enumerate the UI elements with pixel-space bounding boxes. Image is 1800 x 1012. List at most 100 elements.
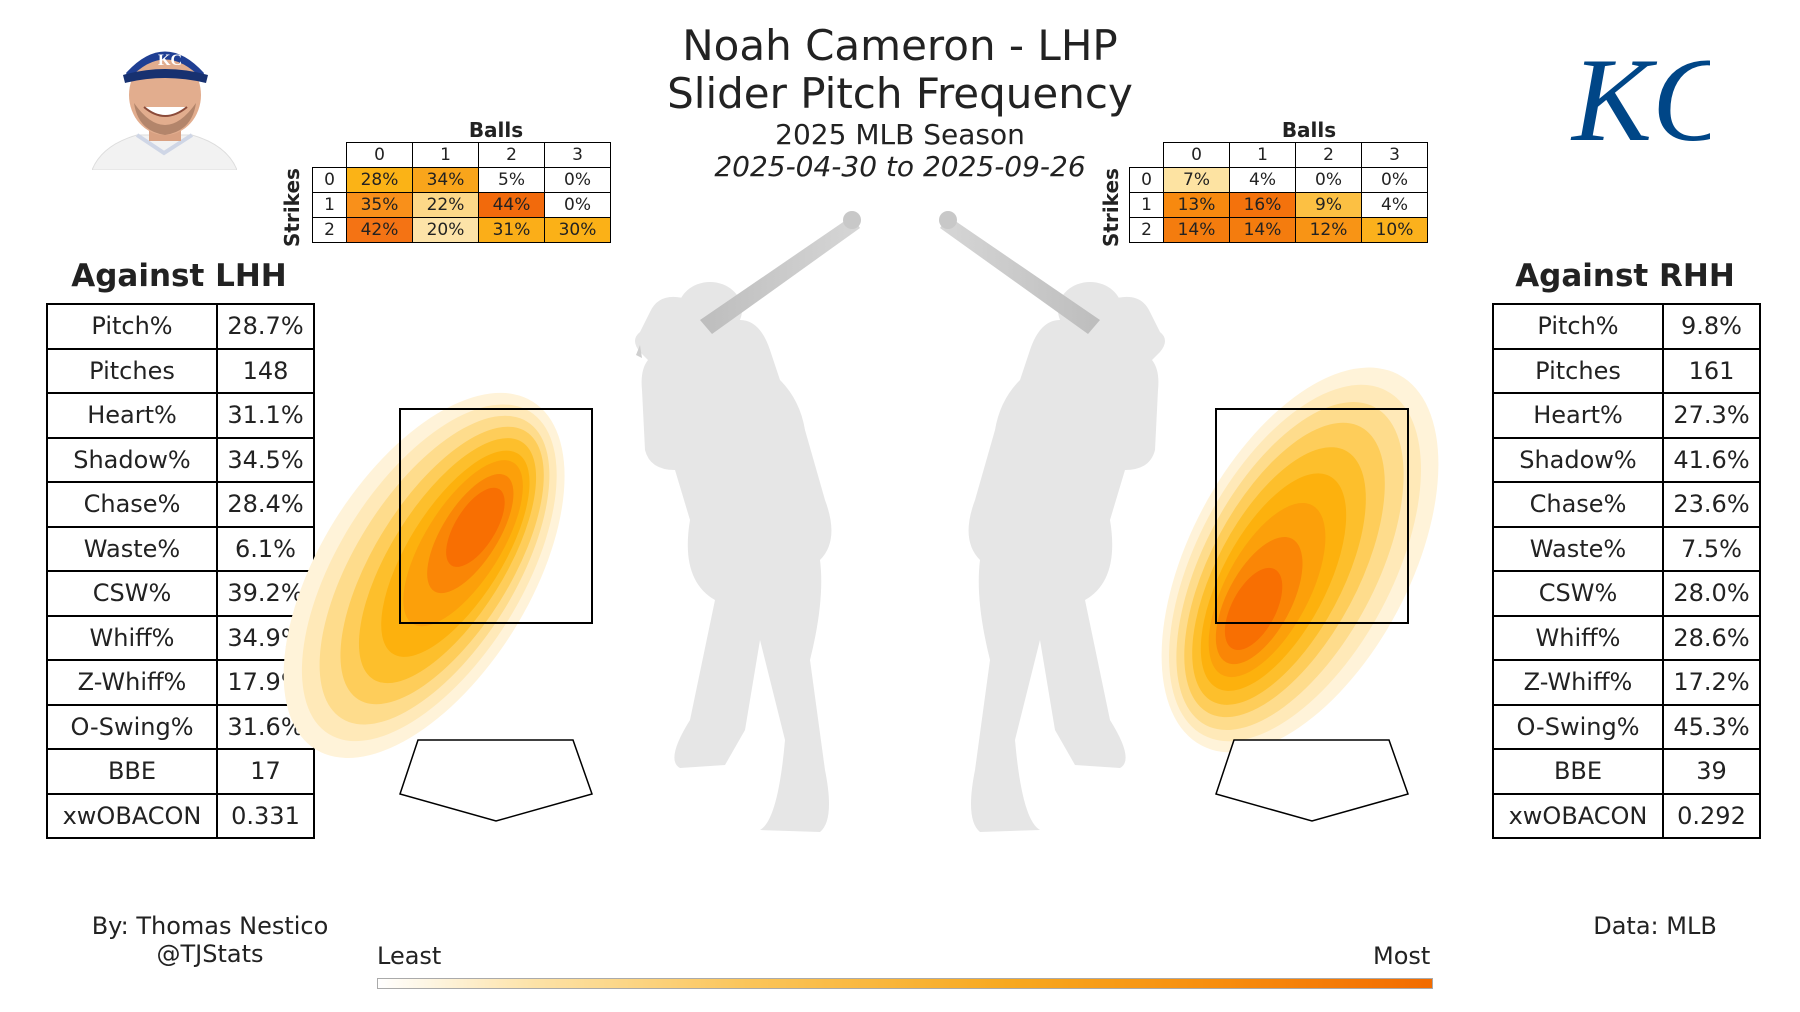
stat-label: BBE: [1492, 748, 1664, 795]
count-cell-rhh: 0%: [1295, 167, 1362, 193]
stat-label: Heart%: [1492, 392, 1664, 439]
home-plate-rhh: [1215, 739, 1409, 822]
stat-label: BBE: [46, 748, 218, 795]
stat-row-rhh: BBE 39: [1492, 748, 1761, 795]
count-cell-lhh: 0%: [544, 192, 611, 218]
strike-zone-rhh: [1215, 408, 1409, 624]
count-cell-lhh: 30%: [544, 217, 611, 243]
count-cell-rhh: 10%: [1361, 217, 1428, 243]
stat-label: xwOBACON: [1492, 792, 1664, 839]
count-cell-rhh: 4%: [1361, 192, 1428, 218]
stat-value: 0.331: [216, 792, 315, 839]
legend-most-label: Most: [1373, 942, 1431, 970]
player-title: Noah Cameron - LHP: [682, 21, 1118, 70]
svg-text:KC: KC: [158, 52, 182, 69]
home-plate-lhh: [399, 739, 593, 822]
stat-value: 7.5%: [1662, 525, 1761, 572]
stat-value: 31.1%: [216, 392, 315, 439]
batter-silhouette-right: [939, 211, 1165, 832]
stat-label: Chase%: [1492, 481, 1664, 528]
count-cell-lhh: 20%: [412, 217, 479, 243]
balls-label-lhh: Balls: [468, 118, 524, 142]
stat-value: 28.6%: [1662, 614, 1761, 661]
strike-zone-lhh: [399, 408, 593, 624]
count-table-lhh: 0 1 2 3 0 28% 34% 5% 0% 1 35% 22% 44% 0% 2 42% 20% 31% 30%: [312, 142, 611, 243]
stat-row-rhh: Waste% 7.5%: [1492, 525, 1761, 572]
count-cell-rhh: 4%: [1229, 167, 1296, 193]
stat-label: Pitch%: [46, 303, 218, 350]
strikes-header-rhh: 1: [1129, 192, 1164, 218]
stat-value: 34.5%: [216, 436, 315, 483]
stat-label: Shadow%: [1492, 436, 1664, 483]
stat-row-lhh: Waste% 6.1%: [46, 525, 315, 572]
stat-row-rhh: Chase% 23.6%: [1492, 481, 1761, 528]
stat-row-rhh: Shadow% 41.6%: [1492, 436, 1761, 483]
count-cell-rhh: 7%: [1163, 167, 1230, 193]
stat-value: 23.6%: [1662, 481, 1761, 528]
royals-logo: KC: [1570, 33, 1710, 166]
stats-table-lhh: Pitch% 28.7% Pitches 148 Heart% 31.1% Shadow% 3…: [46, 303, 315, 839]
season-label: 2025 MLB Season: [775, 118, 1025, 151]
stat-row-lhh: Shadow% 34.5%: [46, 436, 315, 483]
count-cell-lhh: 5%: [478, 167, 545, 193]
stat-row-rhh: Heart% 27.3%: [1492, 392, 1761, 439]
stat-label: Chase%: [46, 481, 218, 528]
stat-row-lhh: Pitch% 28.7%: [46, 303, 315, 350]
stat-label: Waste%: [46, 525, 218, 572]
heatmap-lhh: [283, 392, 565, 758]
count-cell-lhh: 0%: [544, 167, 611, 193]
count-cell-rhh: 14%: [1229, 217, 1296, 243]
count-cell-lhh: 34%: [412, 167, 479, 193]
stat-label: xwOBACON: [46, 792, 218, 839]
author-credit: By: Thomas Nestico: [91, 912, 329, 940]
stat-label: CSW%: [1492, 570, 1664, 617]
stat-value: 39: [1662, 748, 1761, 795]
stat-value: 161: [1662, 347, 1761, 394]
player-headshot: KC: [92, 51, 237, 170]
logo-lettering: KC: [1570, 33, 1710, 166]
stat-value: 9.8%: [1662, 303, 1761, 350]
stat-value: 17: [216, 748, 315, 795]
stat-label: Whiff%: [46, 614, 218, 661]
stat-value: 27.3%: [1662, 392, 1761, 439]
stat-row-rhh: Z-Whiff% 17.2%: [1492, 659, 1761, 706]
stat-row-lhh: xwOBACON 0.331: [46, 792, 315, 839]
title-block: Noah Cameron - LHP Slider Pitch Frequenc…: [500, 22, 1300, 184]
stat-row-lhh: Chase% 28.4%: [46, 481, 315, 528]
stat-value: 28.7%: [216, 303, 315, 350]
stat-row-lhh: O-Swing% 31.6%: [46, 703, 315, 750]
stat-row-rhh: CSW% 28.0%: [1492, 570, 1761, 617]
strikes-header-lhh: 2: [312, 217, 347, 243]
stat-row-rhh: Pitches 161: [1492, 347, 1761, 394]
count-cell-rhh: 12%: [1295, 217, 1362, 243]
stat-row-rhh: xwOBACON 0.292: [1492, 792, 1761, 839]
balls-header-lhh: 2: [478, 142, 545, 168]
stat-value: 148: [216, 347, 315, 394]
stat-label: O-Swing%: [1492, 703, 1664, 750]
stat-label: Z-Whiff%: [46, 659, 218, 706]
stat-row-lhh: Pitches 148: [46, 347, 315, 394]
heatmap-rhh: [1161, 367, 1439, 753]
count-table-rhh: 0 1 2 3 0 7% 4% 0% 0% 1 13% 16% 9% 4% 2 14% 14% 12% 10%: [1129, 142, 1428, 243]
count-cell-lhh: 28%: [346, 167, 413, 193]
stat-value: 45.3%: [1662, 703, 1761, 750]
stat-value: 6.1%: [216, 525, 315, 572]
stat-label: CSW%: [46, 570, 218, 617]
stat-value: 17.2%: [1662, 659, 1761, 706]
stat-label: O-Swing%: [46, 703, 218, 750]
rhh-title: Against RHH: [1515, 258, 1735, 294]
stat-label: Pitches: [46, 347, 218, 394]
count-cell-rhh: 0%: [1361, 167, 1428, 193]
balls-header-rhh: 0: [1163, 142, 1230, 168]
stat-label: Pitches: [1492, 347, 1664, 394]
stat-value: 28.4%: [216, 481, 315, 528]
stat-row-lhh: Heart% 31.1%: [46, 392, 315, 439]
stat-row-rhh: O-Swing% 45.3%: [1492, 703, 1761, 750]
stat-value: 0.292: [1662, 792, 1761, 839]
stat-label: Waste%: [1492, 525, 1664, 572]
count-cell-rhh: 13%: [1163, 192, 1230, 218]
stat-value: 41.6%: [1662, 436, 1761, 483]
stat-label: Z-Whiff%: [1492, 659, 1664, 706]
stat-label: Whiff%: [1492, 614, 1664, 661]
